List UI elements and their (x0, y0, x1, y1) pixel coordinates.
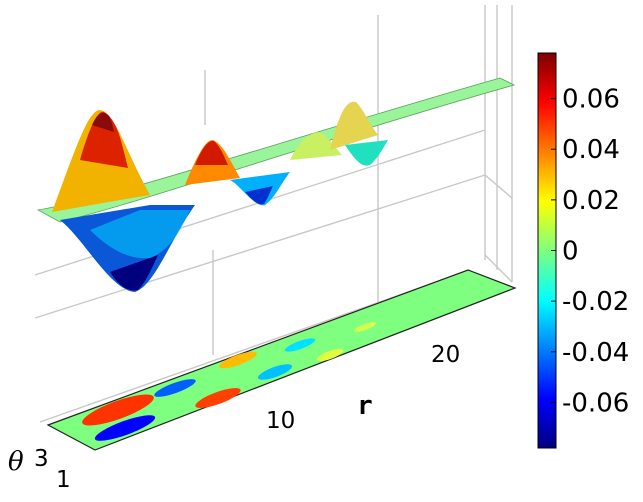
floor-projection (46, 269, 517, 451)
colorbar-tick-label: -0.04 (562, 338, 629, 368)
y-tick-3: 3 (34, 446, 49, 472)
tick-labels: 10 20 3 1 (34, 342, 460, 493)
colorbar-tick-label: 0.04 (562, 135, 620, 165)
colorbar-tick-label: -0.02 (562, 287, 629, 317)
colorbar-tick-label: 0.02 (562, 186, 620, 216)
surface (36, 77, 516, 292)
colorbar-tick-label: -0.06 (562, 388, 629, 418)
x-tick-20: 20 (431, 342, 460, 368)
y-axis-label: θ (8, 447, 24, 477)
colorbar: 0.06 0.04 0.02 0 -0.02 -0.04 -0.06 (537, 52, 629, 449)
y-tick-1: 1 (56, 467, 71, 493)
x-tick-10: 10 (266, 408, 295, 434)
x-axis-label: r (357, 391, 373, 421)
colorbar-tick-label: 0.06 (562, 85, 620, 115)
colorbar-tick-label: 0 (562, 237, 579, 267)
